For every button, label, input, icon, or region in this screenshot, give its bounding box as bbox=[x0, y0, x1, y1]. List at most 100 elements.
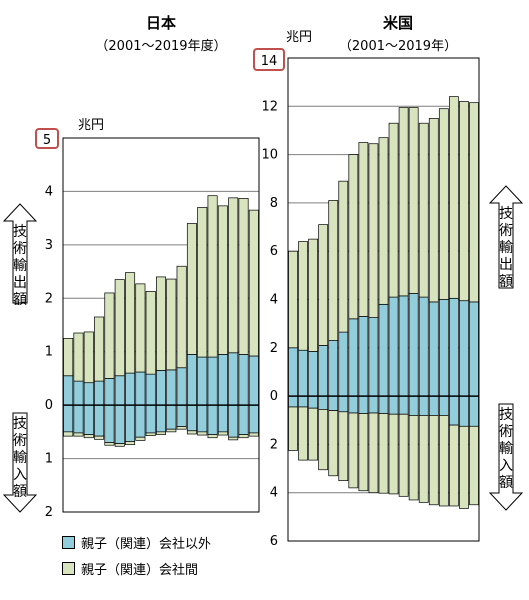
bar-import-non-affiliated bbox=[176, 404, 187, 427]
bar-export-non-affiliated bbox=[135, 371, 146, 406]
bar-export-affiliated bbox=[469, 102, 479, 303]
bar-import-affiliated bbox=[378, 413, 389, 494]
us-bars bbox=[288, 96, 479, 509]
bar-export-non-affiliated bbox=[228, 352, 239, 406]
us-export-arrow-label: 技術輸出額 bbox=[499, 206, 513, 290]
legend-item-affiliated: 親子（関連）会社間 bbox=[62, 559, 198, 578]
bar-import-affiliated bbox=[145, 432, 156, 436]
bar-export-non-affiliated bbox=[238, 354, 249, 406]
bar-export-non-affiliated bbox=[438, 299, 449, 397]
bar-import-affiliated bbox=[298, 406, 308, 461]
bar-import-non-affiliated bbox=[348, 395, 359, 414]
bar-import-non-affiliated bbox=[368, 395, 379, 414]
bar-import-affiliated bbox=[418, 415, 429, 503]
bar-import-affiliated bbox=[358, 413, 369, 492]
bar-import-affiliated bbox=[63, 431, 74, 437]
bar-export-non-affiliated bbox=[358, 316, 369, 397]
bar-export-non-affiliated bbox=[125, 372, 136, 406]
bar-import-non-affiliated bbox=[328, 395, 339, 411]
bar-export-affiliated bbox=[308, 238, 319, 352]
bar-import-non-affiliated bbox=[197, 404, 208, 433]
us-title: 米国 bbox=[383, 14, 413, 32]
bar-export-affiliated bbox=[459, 101, 469, 302]
us-ylabel: 兆円 bbox=[286, 30, 312, 45]
bar-export-affiliated bbox=[358, 142, 369, 317]
y-tick-label: 4 bbox=[45, 184, 53, 199]
us-subtitle: （2001～2019年） bbox=[339, 39, 457, 54]
bar-import-affiliated bbox=[176, 426, 187, 430]
bar-export-affiliated bbox=[94, 316, 105, 382]
bar-export-non-affiliated bbox=[248, 355, 259, 406]
bar-import-affiliated bbox=[288, 406, 298, 451]
bar-import-affiliated bbox=[328, 410, 339, 477]
japan-tick-labels: 4 3 2 1 0 1 2 bbox=[45, 184, 53, 520]
bar-export-affiliated bbox=[176, 265, 187, 369]
bar-export-affiliated bbox=[448, 96, 459, 299]
bar-export-affiliated bbox=[328, 200, 339, 341]
bar-export-affiliated bbox=[217, 205, 228, 355]
bar-import-non-affiliated bbox=[469, 395, 479, 427]
legend-label-non-affiliated: 親子（関連）会社以外 bbox=[81, 537, 212, 552]
bar-import-non-affiliated bbox=[459, 395, 469, 427]
bar-import-non-affiliated bbox=[408, 395, 419, 416]
us-export-arrow-icon bbox=[488, 185, 524, 289]
bar-export-affiliated bbox=[63, 338, 74, 377]
bar-export-non-affiliated bbox=[207, 356, 218, 406]
bar-import-non-affiliated bbox=[248, 404, 259, 434]
bar-import-affiliated bbox=[155, 431, 167, 435]
us-tick-labels: 12 10 8 6 4 2 0 2 4 6 bbox=[261, 99, 278, 549]
bar-import-affiliated bbox=[308, 407, 319, 461]
bar-import-affiliated bbox=[114, 443, 125, 447]
bar-import-non-affiliated bbox=[145, 404, 156, 434]
bar-export-non-affiliated bbox=[388, 296, 399, 397]
us-chart: 米国 （2001～2019年） 兆円 14 12 10 8 6 4 2 0 2 4 6 bbox=[253, 14, 480, 549]
bar-export-non-affiliated bbox=[469, 301, 479, 397]
bar-export-non-affiliated bbox=[398, 295, 409, 397]
y-tick-label: 3 bbox=[45, 238, 53, 253]
bar-export-affiliated bbox=[228, 197, 239, 354]
bar-export-non-affiliated bbox=[288, 347, 298, 397]
bar-export-affiliated bbox=[388, 122, 399, 298]
bar-import-non-affiliated bbox=[155, 404, 167, 433]
bar-export-affiliated bbox=[73, 332, 84, 382]
bar-export-non-affiliated bbox=[298, 349, 308, 397]
bar-import-affiliated bbox=[338, 411, 349, 481]
bar-export-non-affiliated bbox=[186, 354, 197, 406]
legend-item-non-affiliated: 親子（関連）会社以外 bbox=[62, 533, 211, 552]
bar-import-non-affiliated bbox=[135, 404, 146, 438]
bar-import-affiliated bbox=[73, 432, 84, 437]
bar-export-affiliated bbox=[125, 272, 136, 374]
bar-export-non-affiliated bbox=[155, 370, 167, 406]
japan-bars bbox=[63, 195, 259, 447]
bar-import-affiliated bbox=[94, 435, 105, 440]
bar-import-non-affiliated bbox=[104, 404, 115, 443]
bar-export-non-affiliated bbox=[308, 351, 319, 397]
bar-export-affiliated bbox=[155, 276, 167, 371]
bar-export-affiliated bbox=[135, 283, 146, 373]
bar-export-non-affiliated bbox=[328, 340, 339, 397]
bar-import-non-affiliated bbox=[308, 395, 319, 409]
bar-export-non-affiliated bbox=[338, 331, 349, 397]
bar-import-affiliated bbox=[125, 441, 136, 446]
bar-import-non-affiliated bbox=[298, 395, 308, 408]
bar-import-non-affiliated bbox=[238, 404, 249, 435]
bar-import-affiliated bbox=[368, 412, 379, 494]
bar-import-non-affiliated bbox=[358, 395, 369, 414]
us-plot-frame bbox=[287, 57, 480, 542]
bar-export-non-affiliated bbox=[94, 380, 105, 406]
bar-import-non-affiliated bbox=[186, 404, 197, 432]
bar-import-non-affiliated bbox=[318, 395, 329, 410]
bar-import-non-affiliated bbox=[418, 395, 429, 416]
bar-import-affiliated bbox=[388, 413, 399, 495]
bar-import-non-affiliated bbox=[288, 395, 298, 408]
bar-export-affiliated bbox=[186, 223, 197, 355]
y-tick-label: 10 bbox=[261, 148, 278, 163]
bar-export-affiliated bbox=[338, 180, 349, 333]
y-tick-label: 8 bbox=[270, 196, 278, 211]
japan-ymax-label: 5 bbox=[43, 133, 51, 148]
y-tick-label: 0 bbox=[45, 398, 53, 413]
bar-export-affiliated bbox=[318, 224, 329, 346]
bar-import-affiliated bbox=[228, 436, 239, 441]
bar-export-affiliated bbox=[368, 143, 379, 318]
